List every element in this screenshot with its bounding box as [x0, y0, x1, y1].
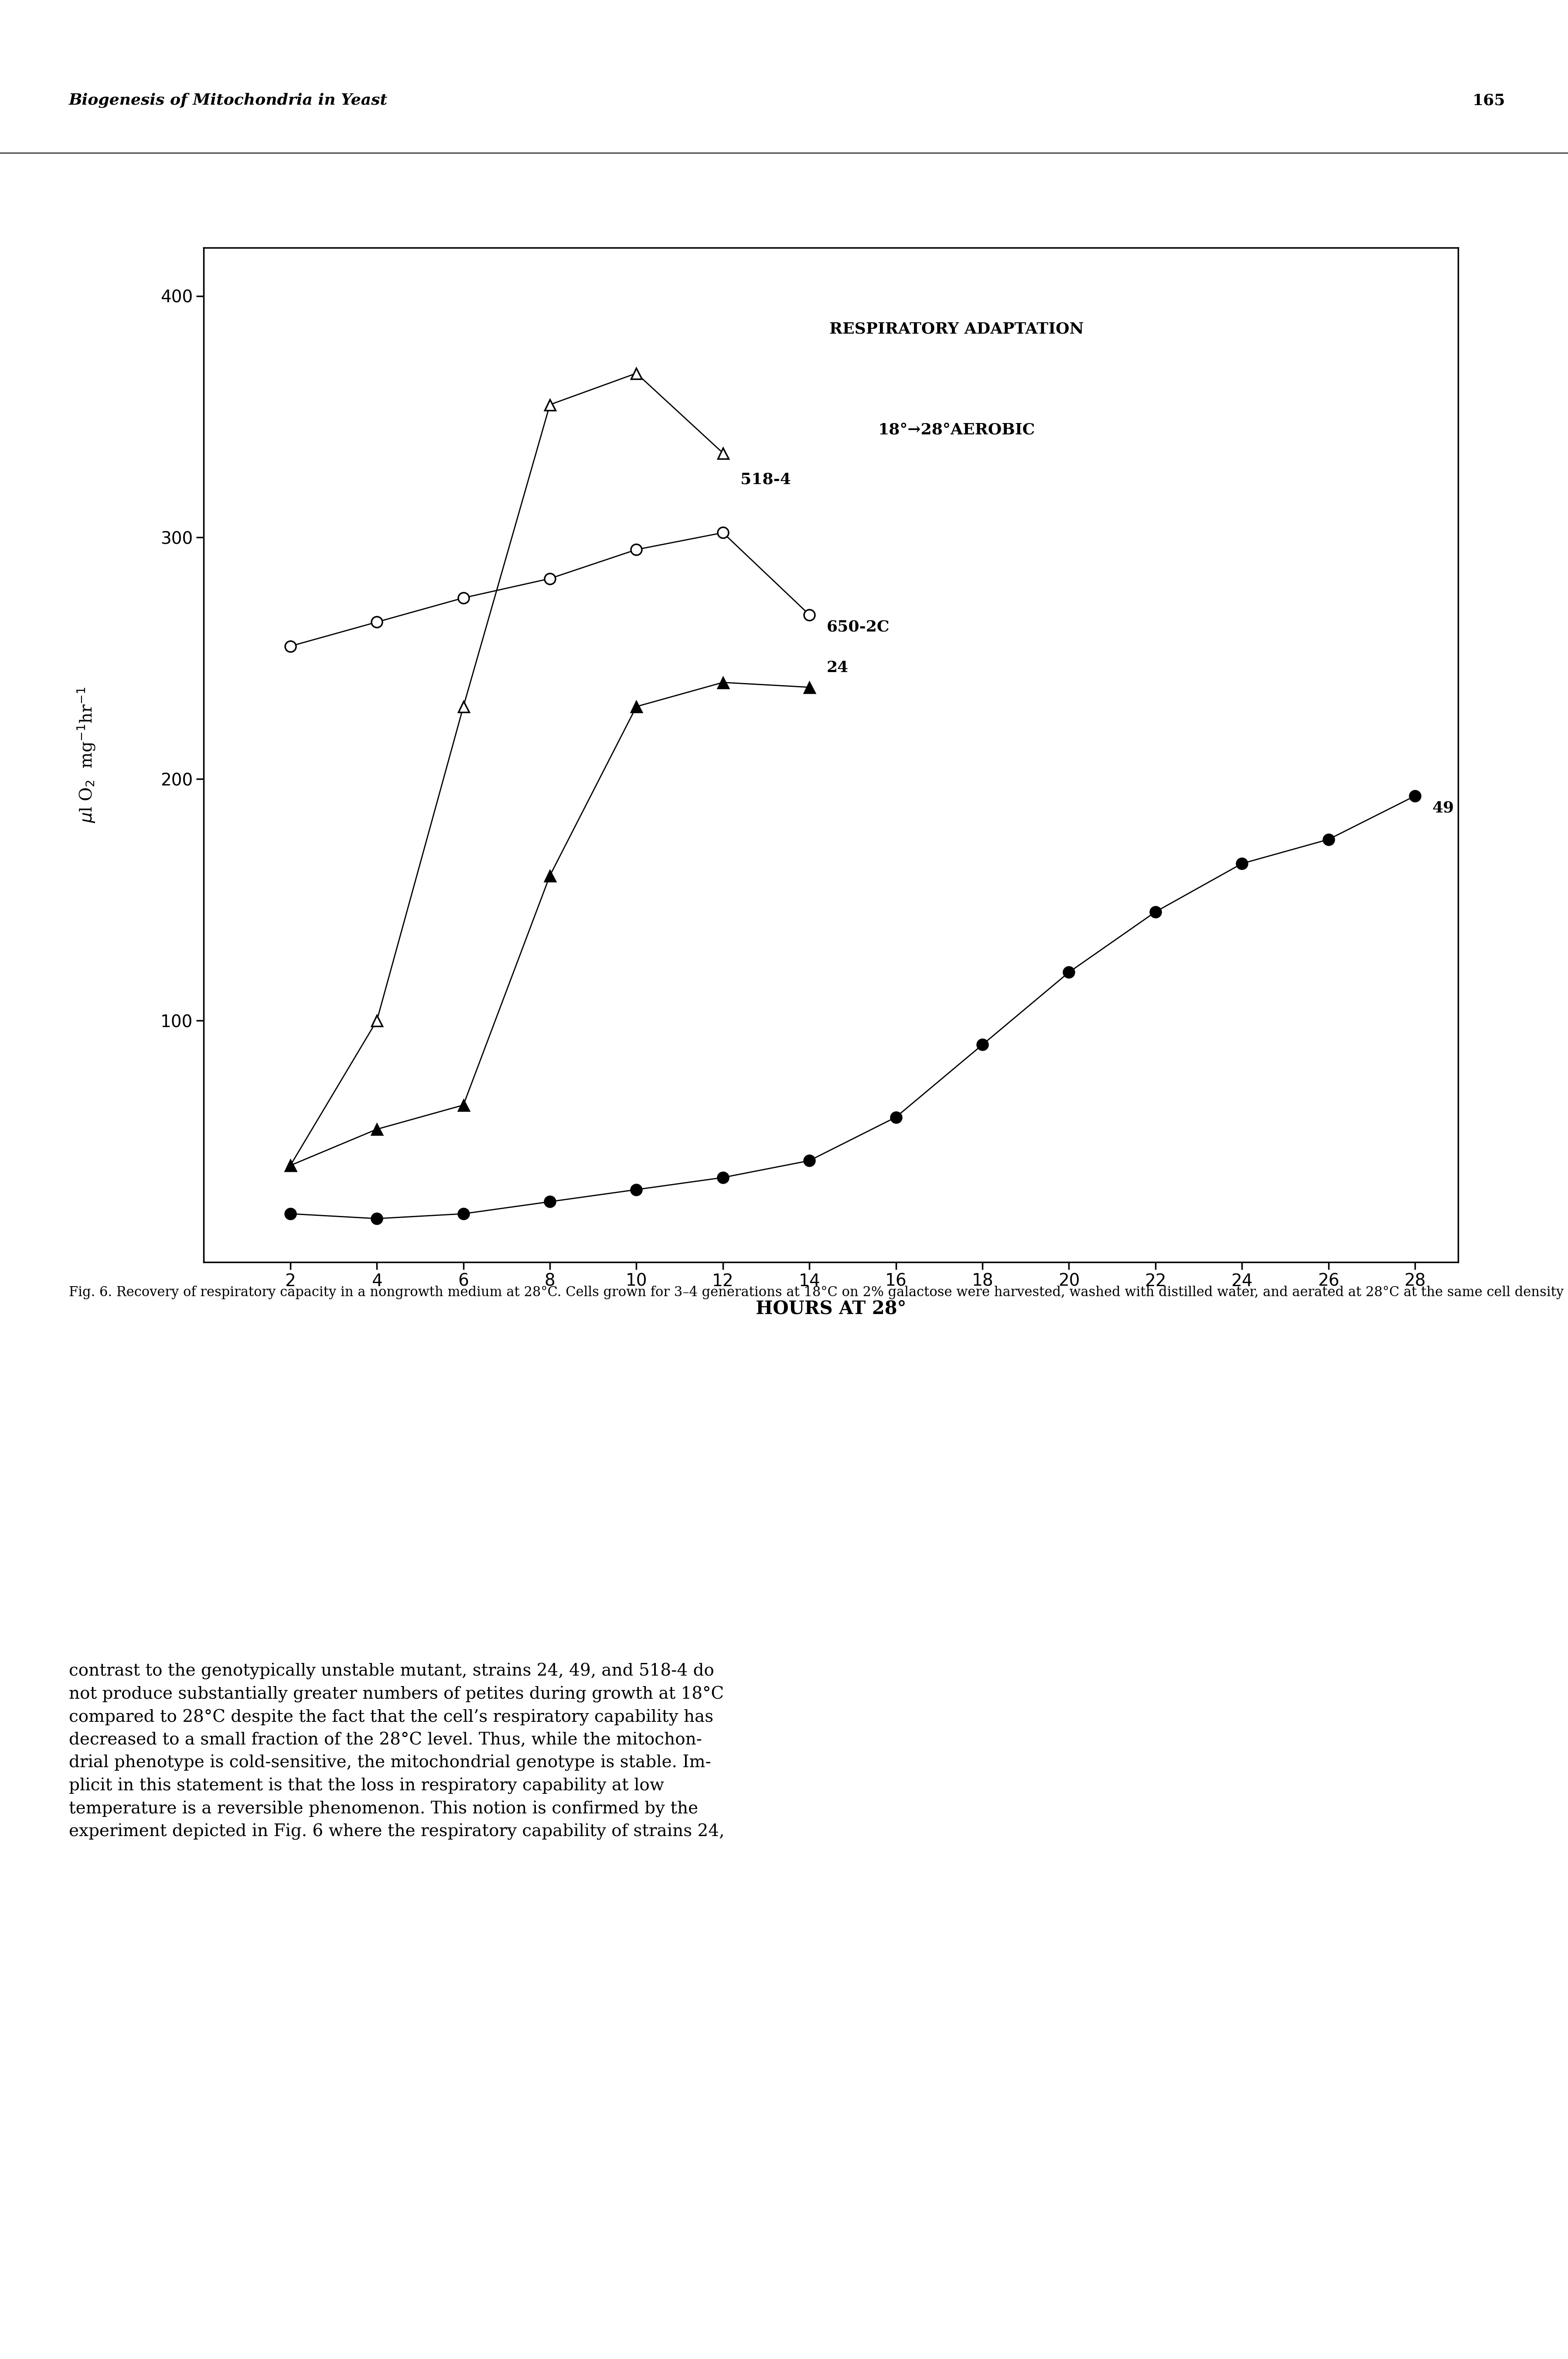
- Text: 18°→28°AEROBIC: 18°→28°AEROBIC: [878, 422, 1035, 439]
- Text: 24: 24: [826, 661, 848, 675]
- Text: 165: 165: [1472, 92, 1505, 109]
- X-axis label: HOURS AT 28°: HOURS AT 28°: [756, 1300, 906, 1319]
- Text: 650-2C: 650-2C: [826, 620, 889, 635]
- Text: $\mu$l O$_2$  mg$^{-1}$hr$^{-1}$: $\mu$l O$_2$ mg$^{-1}$hr$^{-1}$: [75, 686, 97, 823]
- Text: 49: 49: [1432, 800, 1454, 816]
- Text: RESPIRATORY ADAPTATION: RESPIRATORY ADAPTATION: [829, 321, 1083, 337]
- Text: 518-4: 518-4: [740, 472, 790, 488]
- Text: Fig. 6. Recovery of respiratory capacity in a nongrowth medium at 28°C. Cells gr: Fig. 6. Recovery of respiratory capacity…: [69, 1286, 1568, 1300]
- Text: Biogenesis of Mitochondria in Yeast: Biogenesis of Mitochondria in Yeast: [69, 92, 387, 109]
- Text: contrast to the genotypically unstable mutant, strains 24, 49, and 518-4 do
not : contrast to the genotypically unstable m…: [69, 1663, 724, 1840]
